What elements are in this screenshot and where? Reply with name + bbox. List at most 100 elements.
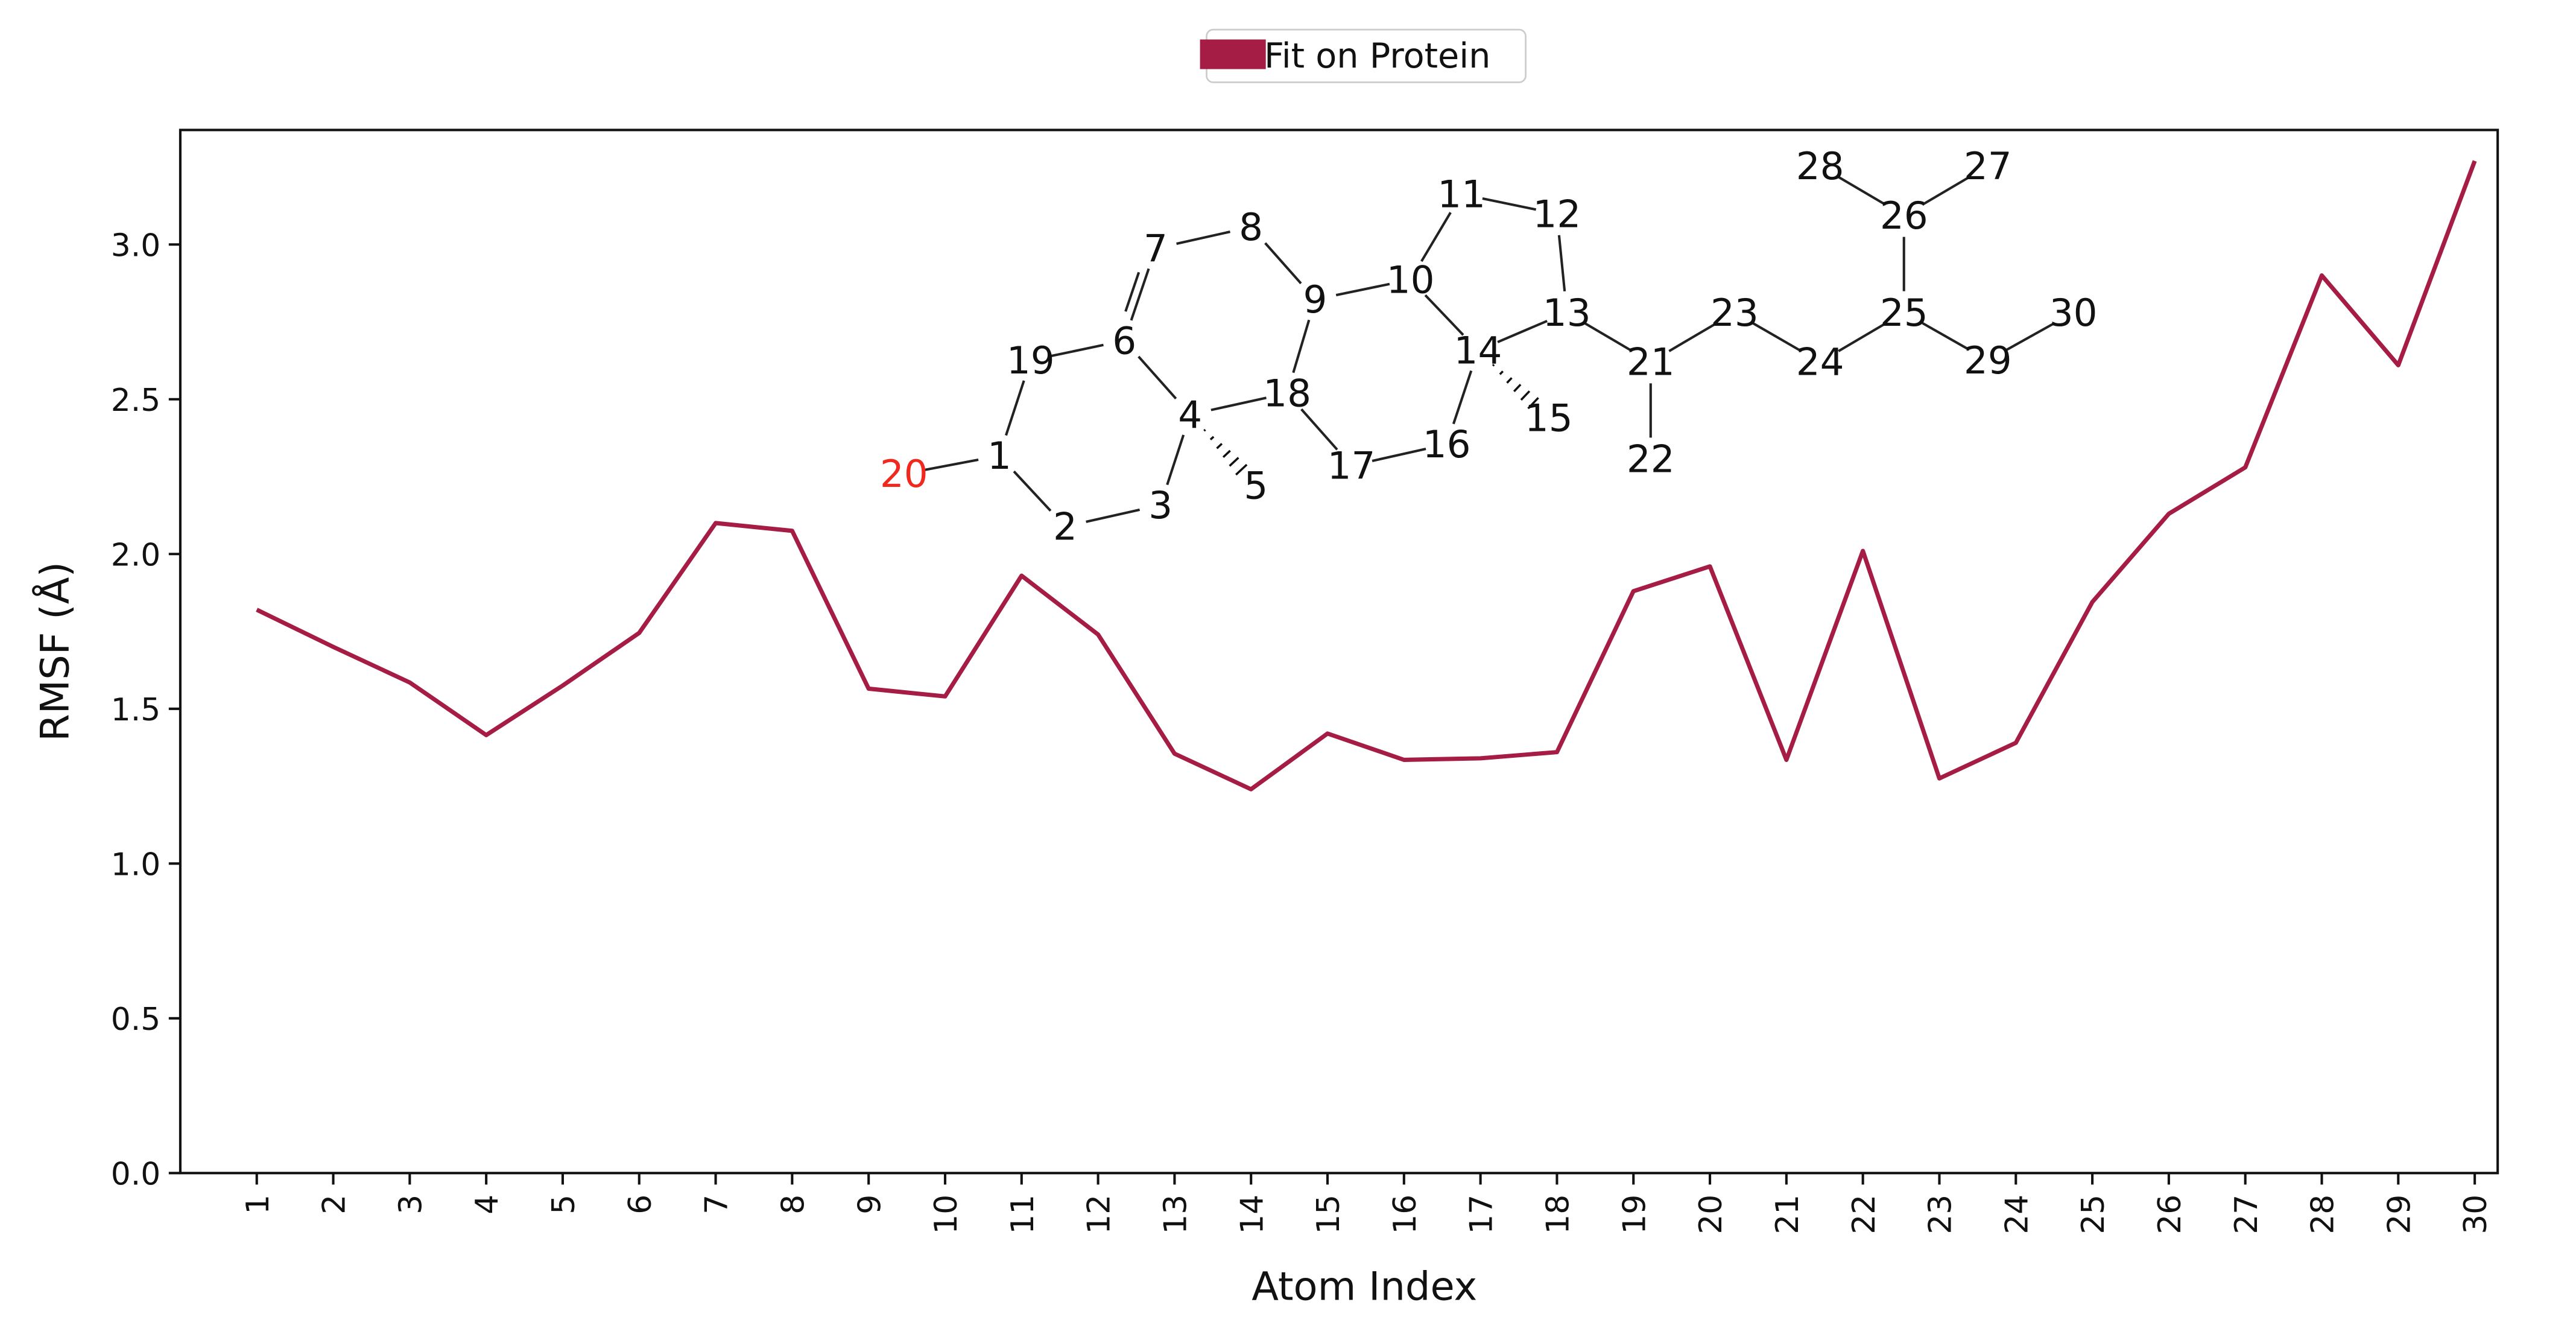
atom-label: 13 bbox=[1543, 291, 1591, 335]
x-tick-label: 2 bbox=[317, 1195, 353, 1215]
y-tick-label: 1.5 bbox=[111, 692, 160, 728]
legend: Fit on Protein bbox=[1200, 28, 1527, 83]
bond bbox=[1005, 380, 1025, 436]
bond bbox=[1838, 322, 1887, 352]
plot-frame bbox=[179, 129, 2499, 1175]
x-tick-label: 9 bbox=[852, 1195, 888, 1215]
bond-hash bbox=[1520, 390, 1531, 401]
atom-label: 20 bbox=[880, 452, 928, 496]
atom-label: 6 bbox=[1112, 319, 1136, 363]
x-tick-label: 21 bbox=[1770, 1195, 1806, 1234]
atom-label: 15 bbox=[1525, 396, 1573, 440]
bond bbox=[1051, 343, 1104, 357]
bond bbox=[1482, 197, 1537, 211]
atom-label: 23 bbox=[1710, 291, 1759, 335]
bond-hash bbox=[1513, 384, 1522, 392]
atom-label: 26 bbox=[1880, 194, 1928, 238]
x-tick-label: 13 bbox=[1157, 1195, 1194, 1234]
atom-label: 29 bbox=[1964, 338, 2012, 383]
x-tick-label: 19 bbox=[1616, 1195, 1653, 1234]
atom-label: 9 bbox=[1303, 278, 1328, 322]
bond-hash bbox=[1527, 397, 1539, 410]
bond bbox=[1420, 212, 1452, 262]
atom-label: 25 bbox=[1880, 291, 1928, 335]
bond bbox=[1838, 176, 1887, 206]
x-axis-label: Atom Index bbox=[1252, 1263, 1477, 1309]
bond-hash bbox=[1499, 370, 1504, 375]
x-tick-label: 6 bbox=[622, 1195, 659, 1215]
atom-label: 24 bbox=[1796, 340, 1844, 384]
x-tick-label: 16 bbox=[1387, 1195, 1423, 1234]
x-tick-label: 10 bbox=[928, 1195, 964, 1234]
x-tick-label: 23 bbox=[1923, 1195, 1959, 1234]
bond-hash bbox=[1229, 457, 1239, 467]
x-tick-label: 5 bbox=[546, 1195, 582, 1215]
legend-swatch bbox=[1200, 39, 1266, 69]
bond bbox=[1922, 322, 1970, 351]
x-tick-label: 20 bbox=[1693, 1195, 1729, 1234]
x-tick-label: 1 bbox=[240, 1195, 276, 1215]
x-tick-label: 30 bbox=[2458, 1195, 2494, 1234]
atom-label: 28 bbox=[1796, 144, 1844, 188]
bond-hash bbox=[1209, 436, 1215, 440]
x-tick-label: 11 bbox=[1005, 1195, 1041, 1234]
bond bbox=[1300, 408, 1338, 451]
bond-hash bbox=[1203, 428, 1206, 432]
x-tick-label: 27 bbox=[2229, 1195, 2265, 1234]
bond-hash bbox=[1506, 377, 1513, 384]
bond-hash bbox=[1216, 443, 1223, 449]
atom-label: 1 bbox=[987, 434, 1011, 478]
atom-label: 12 bbox=[1533, 192, 1581, 236]
bond bbox=[1130, 268, 1150, 321]
x-tick-label: 25 bbox=[2075, 1195, 2112, 1234]
bond bbox=[1124, 271, 1141, 312]
y-tick-label: 0.0 bbox=[111, 1156, 160, 1192]
x-tick-label: 29 bbox=[2381, 1195, 2417, 1234]
x-tick-label: 17 bbox=[1464, 1195, 1500, 1234]
x-tick-label: 12 bbox=[1081, 1195, 1118, 1234]
bond bbox=[1584, 322, 1633, 352]
atom-label: 30 bbox=[2049, 291, 2098, 335]
x-tick-label: 28 bbox=[2305, 1195, 2341, 1234]
data-line bbox=[256, 160, 2477, 792]
atom-label: 3 bbox=[1148, 483, 1172, 527]
bond bbox=[1497, 320, 1548, 343]
bond bbox=[1176, 230, 1230, 246]
x-tick-label: 18 bbox=[1540, 1195, 1577, 1234]
y-tick-label: 2.0 bbox=[111, 537, 160, 573]
bond bbox=[1668, 322, 1717, 352]
bond bbox=[1424, 294, 1464, 336]
x-tick-label: 15 bbox=[1311, 1195, 1347, 1234]
x-tick-label: 22 bbox=[1846, 1195, 1882, 1234]
bond bbox=[1372, 448, 1426, 462]
x-tick-label: 4 bbox=[469, 1195, 505, 1215]
bond bbox=[1264, 242, 1302, 285]
atom-label: 14 bbox=[1454, 329, 1502, 373]
x-tick-label: 14 bbox=[1234, 1195, 1270, 1234]
bond bbox=[1452, 370, 1473, 425]
y-tick-label: 1.0 bbox=[111, 846, 160, 883]
y-tick-label: 3.0 bbox=[111, 227, 160, 264]
atom-label: 18 bbox=[1263, 372, 1311, 416]
bond bbox=[1292, 319, 1311, 373]
atom-label: 10 bbox=[1387, 258, 1435, 302]
y-tick-label: 0.5 bbox=[111, 1002, 160, 1038]
atom-label: 8 bbox=[1239, 205, 1263, 249]
atom-label: 19 bbox=[1007, 338, 1055, 383]
atom-label: 4 bbox=[1178, 393, 1202, 437]
y-tick-label: 2.5 bbox=[111, 383, 160, 419]
atom-label: 11 bbox=[1437, 173, 1486, 217]
atom-label: 21 bbox=[1627, 340, 1675, 384]
bond bbox=[1752, 322, 1802, 352]
atom-label: 22 bbox=[1627, 437, 1675, 481]
atom-label: 5 bbox=[1244, 463, 1268, 507]
bond bbox=[2005, 322, 2055, 351]
bond bbox=[1922, 176, 1970, 206]
atom-label: 17 bbox=[1328, 444, 1376, 488]
bond bbox=[1086, 508, 1141, 523]
atom-label: 16 bbox=[1423, 422, 1471, 466]
bond-hash bbox=[1235, 463, 1248, 476]
